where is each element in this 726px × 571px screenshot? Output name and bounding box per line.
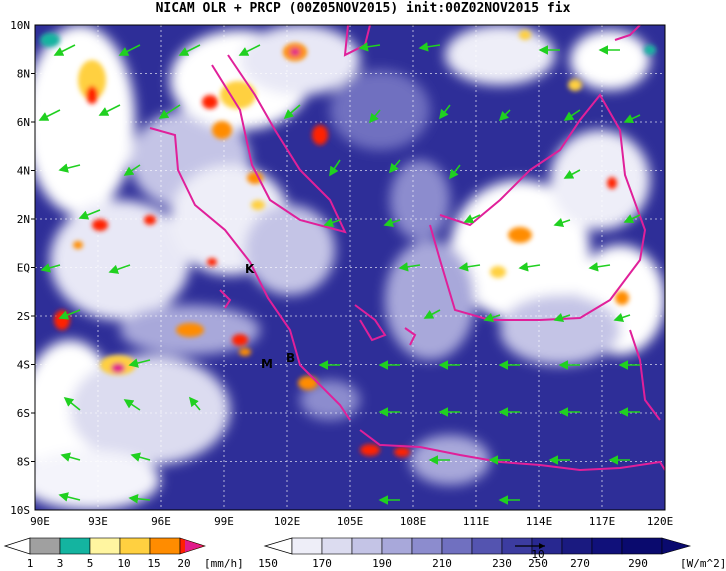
figure-title: NICAM OLR + PRCP (00Z05NOV2015) init:00Z…: [155, 1, 571, 16]
precip-tick: 10: [117, 557, 130, 570]
lat-label: 4N: [17, 165, 30, 178]
lat-label: 2N: [17, 213, 30, 226]
lat-label: 6N: [17, 116, 30, 129]
precip-tick: 20: [177, 557, 190, 570]
precip-tick: 3: [57, 557, 64, 570]
precip-tick: 1: [27, 557, 34, 570]
place-label-b: B: [286, 351, 295, 365]
olr-colorbar: 10 150 170 190 210 230 250 270 290 [W/m^…: [258, 537, 726, 570]
lon-label: 108E: [400, 515, 427, 528]
precip-unit: [mm/h]: [204, 557, 244, 570]
lat-label: 8S: [17, 456, 30, 469]
precip-colorbar: 1 3 5 10 15 20 [mm/h]: [3, 537, 244, 570]
lat-label: 4S: [17, 359, 30, 372]
olr-tick: 290: [628, 557, 648, 570]
lat-label: 10N: [10, 19, 30, 32]
olr-unit: [W/m^2]: [680, 557, 726, 570]
lat-label: EQ: [17, 262, 30, 275]
lat-label: 2S: [17, 310, 30, 323]
olr-tick: 250: [528, 557, 548, 570]
reference-vector: 10: [515, 543, 545, 561]
lon-label: 111E: [463, 515, 490, 528]
lon-label: 96E: [151, 515, 171, 528]
precipitation-cells: [40, 30, 656, 457]
lon-label: 99E: [214, 515, 234, 528]
olr-field: K M B: [35, 25, 665, 510]
precip-tick: 15: [147, 557, 160, 570]
lon-label: 105E: [337, 515, 364, 528]
lon-label: 90E: [30, 515, 50, 528]
lat-label: 10S: [10, 504, 30, 517]
lat-label: 8N: [17, 68, 30, 81]
olr-tick: 150: [258, 557, 278, 570]
lat-ticks: [31, 73, 35, 462]
longitude-labels: 90E 93E 96E 99E 102E 105E 108E 111E 114E…: [30, 515, 673, 528]
place-labels: K M B: [245, 262, 295, 371]
place-label-k: K: [245, 262, 255, 276]
precip-tick: 5: [87, 557, 94, 570]
olr-tick: 230: [492, 557, 512, 570]
lon-label: 102E: [274, 515, 301, 528]
wind-vectors: [38, 42, 641, 505]
olr-tick: 270: [570, 557, 590, 570]
lon-label: 93E: [88, 515, 108, 528]
lon-label: 114E: [526, 515, 553, 528]
lon-label: 120E: [647, 515, 674, 528]
olr-tick: 210: [432, 557, 452, 570]
olr-tick: 190: [372, 557, 392, 570]
lon-label: 117E: [589, 515, 616, 528]
coastlines: [149, 25, 665, 472]
latitude-labels: 10N 8N 6N 4N 2N EQ 2S 4S 6S 8S 10S: [10, 19, 30, 517]
reference-vector-label: 10: [531, 548, 544, 561]
olr-tick: 170: [312, 557, 332, 570]
place-label-m: M: [261, 357, 273, 371]
lat-label: 6S: [17, 407, 30, 420]
